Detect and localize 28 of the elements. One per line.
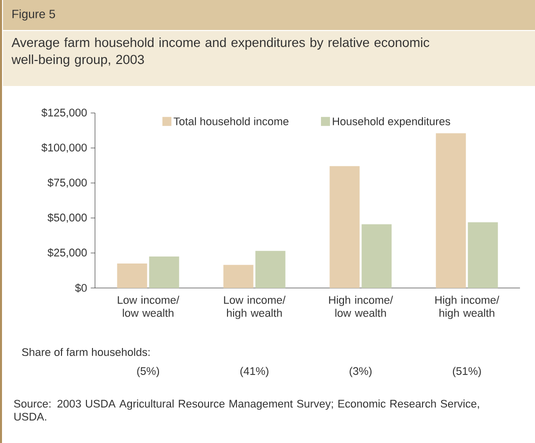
y-tick-label: $0 xyxy=(75,284,87,292)
source-note: Source: 2003 USDA Agricultural Resource Management Survey; Economic Research Service, USDA. xyxy=(14,400,479,421)
legend-label: Household expenditures xyxy=(332,117,450,128)
bar xyxy=(330,166,360,288)
x-tick-label: High income/ low wealth xyxy=(329,296,394,317)
x-tick-label: High income/ high wealth xyxy=(435,296,500,320)
bar xyxy=(255,250,286,288)
text: (3%) xyxy=(350,366,372,378)
y-tick-label: $25,000 xyxy=(48,248,87,258)
y-tick-label: $100,000 xyxy=(41,143,87,153)
y-tick-label: $125,000 xyxy=(41,108,87,118)
text: (5%) xyxy=(137,366,160,378)
y-tick-label: $50,000 xyxy=(48,213,87,223)
bar xyxy=(149,256,180,288)
bar xyxy=(436,133,466,288)
chart-title: Average farm household income and expenditures by relative economic well-being group, 2003 xyxy=(12,38,430,67)
x-tick-label: Low income/ high wealth xyxy=(224,296,286,320)
y-tick-label: $75,000 xyxy=(48,178,87,188)
text: (41%) xyxy=(240,366,268,378)
bar xyxy=(117,263,148,288)
bar xyxy=(223,264,254,288)
bar xyxy=(362,224,392,288)
text: (51%) xyxy=(452,366,481,378)
bar xyxy=(468,222,498,288)
legend-label: Total household income xyxy=(174,117,288,126)
caption: Figure 5 xyxy=(12,9,56,21)
x-tick-label: Low income/ low wealth xyxy=(118,296,180,317)
text: Share of farm households: xyxy=(22,348,150,356)
